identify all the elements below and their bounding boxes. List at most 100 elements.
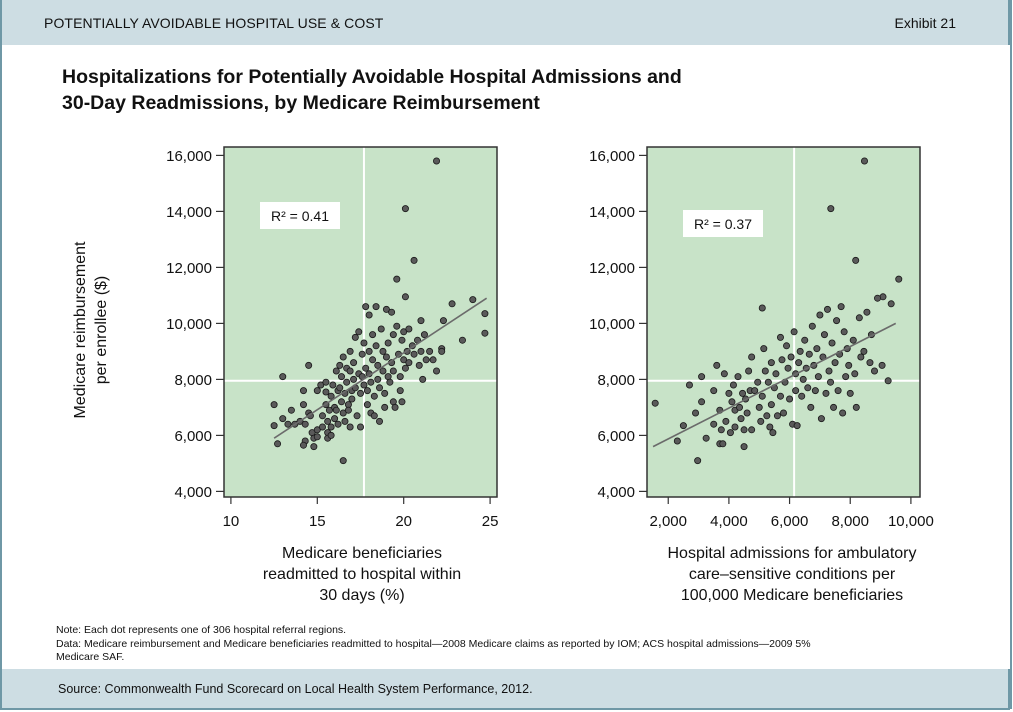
right-plot-data-point xyxy=(855,314,863,322)
left-plot-data-point xyxy=(374,375,382,383)
section-title: POTENTIALLY AVOIDABLE HOSPITAL USE & COS… xyxy=(44,15,384,31)
right-plot-y-tick-label: 8,000 xyxy=(597,372,635,389)
right-plot-data-point xyxy=(860,347,868,355)
left-plot-data-point xyxy=(433,367,441,375)
left-plot-data-point xyxy=(284,420,292,428)
right-plot-data-point xyxy=(725,389,733,397)
left-plot-data-point xyxy=(332,367,340,375)
left-plot-data-point xyxy=(391,403,399,411)
left-plot-y-tick-label: 10,000 xyxy=(166,316,212,333)
right-plot-data-point xyxy=(760,345,768,353)
right-plot-data-point xyxy=(851,370,859,378)
left-plot-data-point xyxy=(313,433,321,441)
right-plot-data-point xyxy=(720,370,728,378)
left-plot-data-point xyxy=(417,347,425,355)
right-plot-x-tick-label: 10,000 xyxy=(888,513,934,530)
left-plot-data-point xyxy=(344,406,352,414)
right-plot-data-point xyxy=(719,440,727,448)
left-plot-data-point xyxy=(365,311,373,319)
left-plot-data-point xyxy=(405,325,413,333)
data-source-line-cont: Medicare SAF. xyxy=(56,651,125,663)
right-plot-data-point xyxy=(784,364,792,372)
right-plot-data-point xyxy=(805,350,813,358)
left-plot-data-point xyxy=(346,367,354,375)
left-plot-data-point xyxy=(448,300,456,308)
right-plot-data-point xyxy=(801,336,809,344)
right-plot-data-point xyxy=(743,409,751,417)
x-axis-label-right: Hospital admissions for ambulatory care–… xyxy=(622,543,962,606)
left-plot-x-tick-label: 25 xyxy=(482,513,499,530)
left-plot-data-point xyxy=(379,347,387,355)
right-plot-r-squared-box xyxy=(683,210,763,237)
right-plot-frame xyxy=(646,146,921,498)
right-plot-data-point xyxy=(849,336,857,344)
left-plot-data-point xyxy=(351,333,359,341)
right-plot-data-point xyxy=(811,387,819,395)
left-plot-data-point xyxy=(370,412,378,420)
x-axis-label-right-line-1: Hospital admissions for ambulatory xyxy=(667,545,917,562)
left-plot-data-point xyxy=(438,347,446,355)
left-plot-data-point xyxy=(381,403,389,411)
right-plot-data-point xyxy=(739,389,747,397)
left-plot-data-point xyxy=(396,387,404,395)
right-plot-data-point xyxy=(698,398,706,406)
x-axis-label-left-line-3: 30 days (%) xyxy=(319,587,405,604)
right-plot-data-point xyxy=(776,392,784,400)
left-plot-data-point xyxy=(410,350,418,358)
left-plot-data-point xyxy=(401,205,409,213)
left-plot-data-point xyxy=(469,296,477,304)
right-plot-data-point xyxy=(731,423,739,431)
right-plot-data-point xyxy=(866,359,874,367)
note-line: Note: Each dot represents one of 306 hos… xyxy=(56,624,347,636)
right-plot-data-point xyxy=(734,373,742,381)
right-plot-data-point xyxy=(813,345,821,353)
left-plot-data-point xyxy=(334,420,342,428)
left-plot-y-tick-label: 8,000 xyxy=(174,372,212,389)
left-plot-data-point xyxy=(336,361,344,369)
right-plot-data-point xyxy=(799,375,807,383)
left-plot-data-point xyxy=(389,367,397,375)
left-plot-data-point xyxy=(372,342,380,350)
left-plot-frame xyxy=(223,146,498,498)
left-plot-data-point xyxy=(376,384,384,392)
right-plot-data-point xyxy=(834,387,842,395)
right-plot-y-tick-label: 10,000 xyxy=(589,316,635,333)
left-plot-data-point xyxy=(299,441,307,449)
left-plot-data-point xyxy=(270,422,278,430)
right-plot-data-point xyxy=(698,373,706,381)
left-plot-data-point xyxy=(337,398,345,406)
right-plot-data-point xyxy=(895,275,903,283)
right-plot-data-point xyxy=(694,457,702,465)
left-plot-data-point xyxy=(417,317,425,325)
right-plot-data-point xyxy=(757,417,765,425)
left-plot-data-point xyxy=(405,359,413,367)
right-plot-data-point xyxy=(763,412,771,420)
right-plot-data-point xyxy=(840,328,848,336)
left-plot-data-point xyxy=(327,392,335,400)
left-plot-trend-line xyxy=(273,297,488,439)
left-plot-data-point xyxy=(348,395,356,403)
left-plot-data-point xyxy=(353,412,361,420)
right-plot-data-point xyxy=(871,367,879,375)
right-plot-data-point xyxy=(737,415,745,423)
right-plot-data-point xyxy=(796,347,804,355)
right-plot-data-point xyxy=(729,381,737,389)
right-plot-data-point xyxy=(852,403,860,411)
left-plot-x-tick-label: 20 xyxy=(395,513,412,530)
left-plot-data-point xyxy=(367,378,375,386)
right-plot-data-point xyxy=(751,387,759,395)
right-plot-data-point xyxy=(814,373,822,381)
chart-title: Hospitalizations for Potentially Avoidab… xyxy=(62,64,682,116)
left-plot-data-point xyxy=(369,331,377,339)
right-plot-data-point xyxy=(790,328,798,336)
right-plot-data-point xyxy=(831,359,839,367)
left-plot-data-point xyxy=(363,387,371,395)
right-plot-data-point xyxy=(726,429,734,437)
right-plot-data-point xyxy=(754,378,762,386)
left-plot-data-point xyxy=(322,378,330,386)
left-plot-data-point xyxy=(346,423,354,431)
left-plot-data-point xyxy=(401,364,409,372)
chart-title-line-1: Hospitalizations for Potentially Avoidab… xyxy=(62,66,682,88)
left-plot-data-point xyxy=(270,401,278,409)
left-plot-data-point xyxy=(310,443,318,451)
